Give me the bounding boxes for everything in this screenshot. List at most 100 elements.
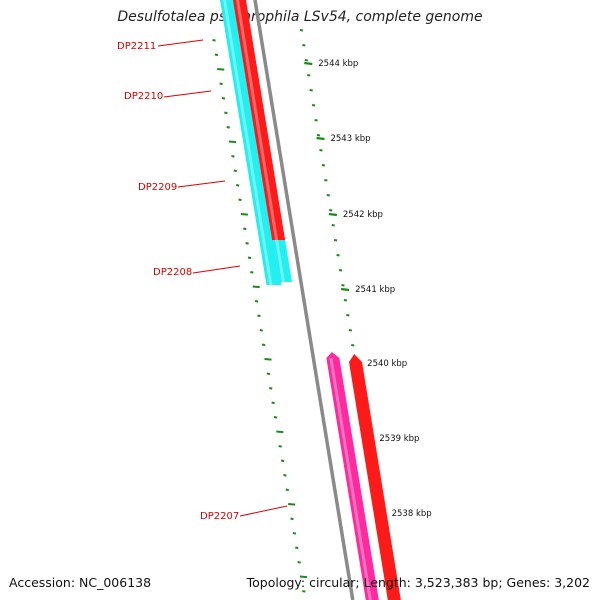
inner-tick (264, 358, 272, 361)
kbp-label: 2540 kbp (367, 359, 407, 369)
outer-tick (333, 239, 338, 242)
inner-tick (276, 430, 284, 434)
gene-bar-highlight (223, 0, 273, 285)
inner-tick (283, 474, 287, 477)
genome-summary-text: Topology: circular; Length: 3,523,383 bp… (246, 575, 590, 590)
accession-text: Accession: NC_006138 (9, 575, 152, 590)
outer-tick (302, 44, 306, 47)
inner-tick (240, 213, 248, 216)
outer-tick (311, 104, 316, 107)
outer-tick (348, 329, 352, 332)
inner-tick (243, 227, 247, 231)
outer-tick (351, 344, 355, 347)
inner-tick (228, 140, 237, 144)
inner-tick (299, 575, 308, 579)
inner-tick (257, 314, 261, 318)
gene-label-dp2209: DP2209 (138, 182, 177, 193)
inner-tick (233, 169, 237, 173)
outer-tick (299, 29, 304, 32)
gene-label-dp2208: DP2208 (153, 267, 192, 278)
inner-tick (247, 256, 252, 260)
inner-tick (252, 285, 260, 289)
gene-bar-dp2210 (233, 0, 266, 118)
kbp-labels: 2544 kbp 2543 kbp 2542 kbp 2541 kbp 2540 kbp… (318, 59, 431, 519)
outer-tick (326, 194, 330, 197)
gene-label-dp2207: DP2207 (200, 511, 239, 522)
outer-tick (331, 224, 335, 227)
inner-tick (302, 590, 306, 593)
inner-tick (219, 82, 223, 86)
inner-tick (297, 561, 301, 564)
major-tick (304, 61, 313, 66)
inner-tick (292, 532, 297, 535)
gene-leader-line (157, 39, 204, 47)
inner-tick (295, 546, 299, 550)
inner-tick (278, 445, 282, 448)
map-title: Desulfotalea psychrophila LSv54, complet… (117, 9, 483, 25)
outer-tick (316, 134, 321, 137)
inner-tick (269, 387, 273, 390)
gene-arrow-dp2207 (326, 352, 340, 358)
inner-tick (231, 155, 235, 158)
inner-tick (212, 39, 216, 42)
outer-tick (307, 74, 311, 77)
inner-tick (238, 198, 242, 202)
outer-tick (309, 89, 313, 92)
outer-tick (319, 149, 323, 152)
outer-tick (336, 254, 340, 257)
gene-bar-dp2211 (220, 0, 282, 285)
gene-bar-dp2208 (272, 240, 292, 282)
inner-tick (285, 488, 289, 492)
outer-tick (324, 179, 328, 182)
inner-tick (261, 343, 266, 347)
gene-bar-highlight (329, 358, 372, 600)
gene-bar-highlight (236, 0, 259, 118)
genome-backbone (253, 0, 355, 600)
inner-tick (250, 271, 254, 274)
inner-tick (288, 503, 296, 506)
inner-tick (217, 68, 225, 71)
inner-tick-ring (212, 39, 308, 593)
gene-leader-line (177, 180, 226, 188)
inner-tick (273, 416, 278, 419)
inner-tick (224, 111, 228, 115)
kbp-label: 2538 kbp (392, 509, 432, 519)
gene-label-dp2210: DP2210 (124, 91, 163, 102)
outer-tick (346, 314, 350, 317)
outer-tick (329, 209, 333, 212)
outer-tick (341, 284, 345, 287)
gene-leader-line (163, 90, 212, 98)
kbp-label: 2543 kbp (330, 134, 370, 144)
gene-leader-line (239, 505, 288, 517)
outer-tick (343, 299, 348, 302)
inner-tick (235, 184, 240, 187)
inner-tick (214, 53, 219, 57)
inner-tick (254, 300, 259, 303)
inner-tick (290, 517, 294, 521)
inner-tick (226, 126, 230, 129)
outer-tick (321, 164, 326, 167)
gene-bar-highlight (255, 118, 279, 240)
inner-tick (221, 97, 226, 100)
inner-tick (245, 242, 249, 245)
kbp-label: 2541 kbp (355, 285, 395, 295)
inner-tick (266, 372, 271, 376)
outer-tick (314, 119, 318, 122)
gene-labels: DP2211 DP2210 DP2209 DP2208 DP2207 (117, 39, 288, 522)
gene-label-dp2211: DP2211 (117, 41, 156, 52)
outer-tick (338, 269, 343, 272)
inner-tick (280, 459, 285, 463)
inner-tick (271, 401, 275, 405)
kbp-label: 2544 kbp (318, 59, 358, 69)
kbp-label: 2542 kbp (343, 210, 383, 220)
gene-bar-highlight (275, 240, 285, 282)
major-tick (340, 287, 350, 292)
inner-tick (259, 329, 263, 332)
gene-bar-dp2207-partner (349, 354, 401, 600)
gene-bar-dp2209 (252, 118, 286, 240)
major-tick (328, 212, 338, 217)
gene-leader-line (192, 265, 241, 274)
gene-features (220, 0, 401, 600)
